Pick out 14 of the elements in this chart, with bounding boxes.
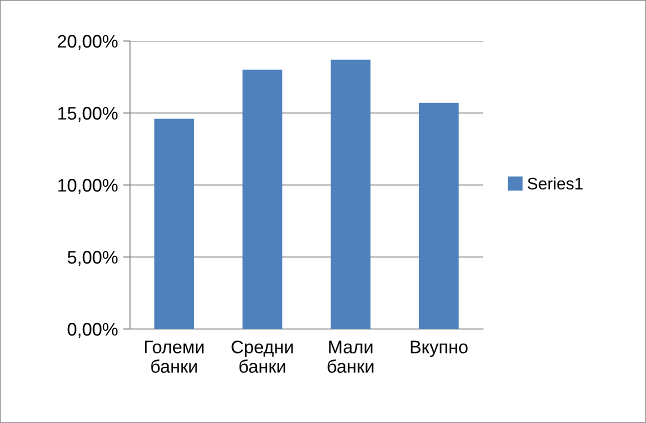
x-tick-label: Мали банки: [328, 340, 374, 373]
bar: [154, 118, 194, 329]
y-tick-label: 20,00%: [58, 34, 118, 50]
legend-label: Series1: [528, 177, 583, 190]
y-tick-label: 15,00%: [58, 106, 118, 122]
y-tick-label: 0,00%: [68, 322, 118, 338]
x-tick-label: Големи банки: [144, 340, 204, 373]
bar: [419, 102, 459, 329]
bar: [242, 70, 282, 329]
y-tick-label: 5,00%: [68, 250, 118, 266]
x-tick-label: Вкупно: [410, 340, 468, 357]
y-tick-label: 10,00%: [58, 178, 118, 194]
bar: [330, 60, 370, 329]
x-tick-label: Средни банки: [232, 340, 293, 373]
